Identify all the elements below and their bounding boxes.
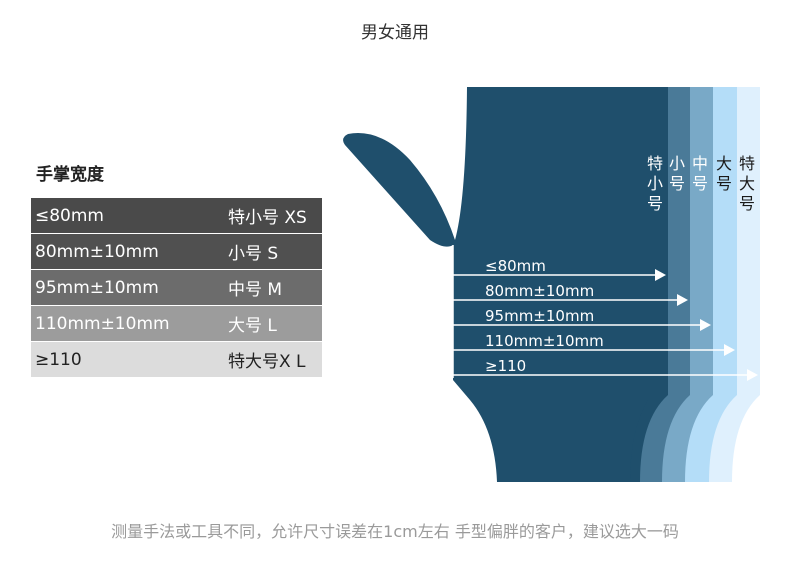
band-label: 号: [669, 174, 685, 193]
size-label: 小号 S: [228, 244, 279, 264]
band-label: 大: [716, 154, 732, 173]
arrow-head-icon: [724, 344, 735, 356]
band-label: 大: [739, 174, 755, 193]
band-label: 号: [692, 174, 708, 193]
arrow-head-icon: [655, 269, 666, 281]
palm-width: 110mm±10mm: [35, 313, 170, 334]
band-label: 号: [739, 194, 755, 213]
arrow-label: 80mm±10mm: [485, 282, 594, 300]
band-label: 号: [716, 174, 732, 193]
size-label: 中号 M: [228, 280, 283, 300]
palm-width: 95mm±10mm: [35, 277, 159, 298]
size-row: ≤80mm 特小号 XS: [31, 198, 322, 233]
size-row: ≥110 特大号X L: [31, 342, 322, 377]
arrow-label: ≥110: [485, 357, 526, 375]
size-row: 95mm±10mm 中号 M: [31, 270, 322, 305]
palm-width: ≥110: [35, 349, 82, 370]
table-heading: 手掌宽度: [36, 165, 104, 185]
size-label: 大号 L: [228, 316, 277, 336]
band-label: 号: [647, 194, 663, 213]
size-label: 特小号 XS: [228, 208, 307, 228]
band-label: 特: [647, 154, 663, 173]
arrow-head-icon: [677, 294, 688, 306]
arrow-head-icon: [747, 369, 758, 381]
size-row: 110mm±10mm 大号 L: [31, 306, 322, 341]
footer-note: 测量手法或工具不同，允许尺寸误差在1cm左右 手型偏胖的客户，建议选大一码: [111, 522, 679, 541]
page-title: 男女通用: [361, 23, 429, 43]
band-label: 小: [669, 154, 685, 173]
band-label: 特: [739, 154, 755, 173]
arrow-label: 95mm±10mm: [485, 307, 594, 325]
size-label: 特大号X L: [228, 352, 306, 372]
size-row: 80mm±10mm 小号 S: [31, 234, 322, 269]
arrow-label: 110mm±10mm: [485, 332, 604, 350]
arrow-head-icon: [700, 319, 711, 331]
hand-palm: [343, 87, 648, 482]
band-label: 中: [692, 154, 708, 173]
palm-width: 80mm±10mm: [35, 241, 159, 262]
arrow-label: ≤80mm: [485, 257, 546, 275]
band-label: 小: [647, 174, 663, 193]
palm-width: ≤80mm: [35, 205, 104, 226]
